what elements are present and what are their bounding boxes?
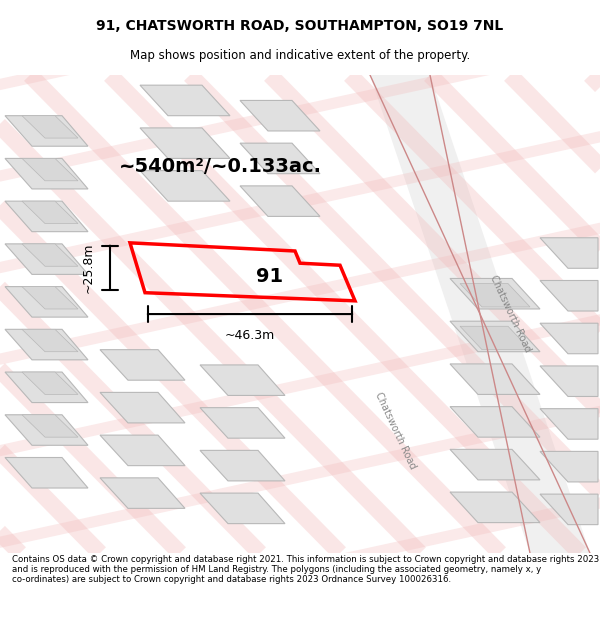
Polygon shape	[370, 75, 590, 553]
Text: Map shows position and indicative extent of the property.: Map shows position and indicative extent…	[130, 49, 470, 62]
Polygon shape	[540, 409, 598, 439]
Polygon shape	[5, 372, 88, 402]
Polygon shape	[460, 284, 530, 307]
Polygon shape	[22, 415, 78, 437]
Polygon shape	[240, 101, 320, 131]
Polygon shape	[5, 329, 88, 360]
Polygon shape	[100, 392, 185, 423]
Polygon shape	[5, 201, 88, 232]
Polygon shape	[240, 186, 320, 216]
Polygon shape	[240, 143, 320, 174]
Text: Chatsworth Road: Chatsworth Road	[373, 391, 417, 471]
Polygon shape	[450, 492, 540, 522]
Polygon shape	[140, 85, 230, 116]
Polygon shape	[200, 408, 285, 438]
Polygon shape	[450, 407, 540, 437]
Text: 91: 91	[256, 267, 284, 286]
Polygon shape	[540, 238, 598, 268]
Polygon shape	[100, 478, 185, 508]
Text: ~46.3m: ~46.3m	[225, 329, 275, 342]
Polygon shape	[100, 435, 185, 466]
Polygon shape	[540, 323, 598, 354]
Polygon shape	[140, 171, 230, 201]
Text: 91, CHATSWORTH ROAD, SOUTHAMPTON, SO19 7NL: 91, CHATSWORTH ROAD, SOUTHAMPTON, SO19 7…	[97, 19, 503, 32]
Polygon shape	[100, 349, 185, 380]
Polygon shape	[540, 451, 598, 482]
Polygon shape	[540, 494, 598, 524]
Polygon shape	[5, 244, 88, 274]
Polygon shape	[200, 493, 285, 524]
Polygon shape	[5, 158, 88, 189]
Polygon shape	[22, 158, 78, 181]
Polygon shape	[450, 321, 540, 352]
Polygon shape	[450, 279, 540, 309]
Polygon shape	[460, 326, 530, 349]
Polygon shape	[22, 329, 78, 352]
Polygon shape	[200, 365, 285, 396]
Polygon shape	[22, 201, 78, 224]
Polygon shape	[5, 287, 88, 317]
Polygon shape	[200, 451, 285, 481]
Polygon shape	[22, 287, 78, 309]
Text: Chatsworth Road: Chatsworth Road	[488, 274, 532, 354]
Polygon shape	[22, 116, 78, 138]
Polygon shape	[22, 244, 78, 266]
Polygon shape	[140, 128, 230, 158]
Polygon shape	[22, 372, 78, 394]
Polygon shape	[5, 415, 88, 445]
Polygon shape	[5, 116, 88, 146]
Polygon shape	[450, 364, 540, 394]
Polygon shape	[5, 458, 88, 488]
Polygon shape	[540, 281, 598, 311]
Polygon shape	[450, 449, 540, 480]
Text: ~25.8m: ~25.8m	[82, 242, 95, 293]
Text: Contains OS data © Crown copyright and database right 2021. This information is : Contains OS data © Crown copyright and d…	[12, 554, 599, 584]
Polygon shape	[540, 366, 598, 396]
Text: ~540m²/~0.133ac.: ~540m²/~0.133ac.	[119, 157, 322, 176]
